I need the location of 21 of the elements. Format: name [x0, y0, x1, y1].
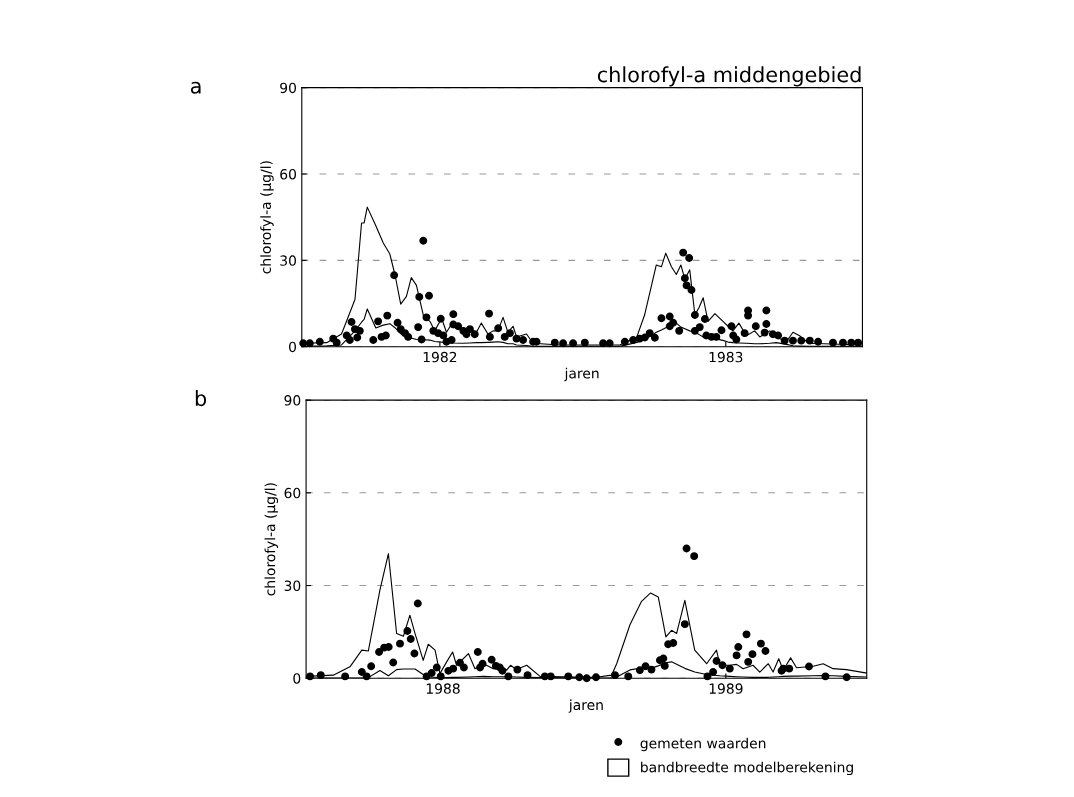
- y-tick-label: 90: [280, 82, 297, 94]
- legend-label: bandbreedte modelberekening: [641, 761, 853, 776]
- chart-title: chlorofyl-a middengebied: [597, 66, 861, 87]
- x-tick-label: 1983: [709, 351, 743, 363]
- y-tick-label: 0: [289, 341, 297, 353]
- y-tick-label: 60: [280, 168, 297, 180]
- y-axis-title: chlorofyl-a (µg/l): [260, 161, 274, 274]
- y-axis-title: chlorofyl-a (µg/l): [264, 483, 278, 596]
- y-tick-label: 60: [284, 487, 301, 499]
- x-tick-label: 1988: [426, 683, 460, 694]
- x-axis-title: jaren: [568, 699, 603, 713]
- y-tick-label: 30: [284, 580, 301, 591]
- x-tick-label: 1989: [709, 683, 743, 694]
- y-tick-label: 0: [293, 673, 301, 684]
- y-tick-label: 90: [284, 395, 301, 406]
- x-tick-label: 1982: [423, 351, 457, 363]
- x-axis-title: jaren: [564, 367, 599, 382]
- y-tick-label: 30: [280, 255, 297, 266]
- legend-label: gemeten waarden: [640, 737, 766, 752]
- text: b: [195, 390, 207, 407]
- text: a: [190, 81, 201, 94]
